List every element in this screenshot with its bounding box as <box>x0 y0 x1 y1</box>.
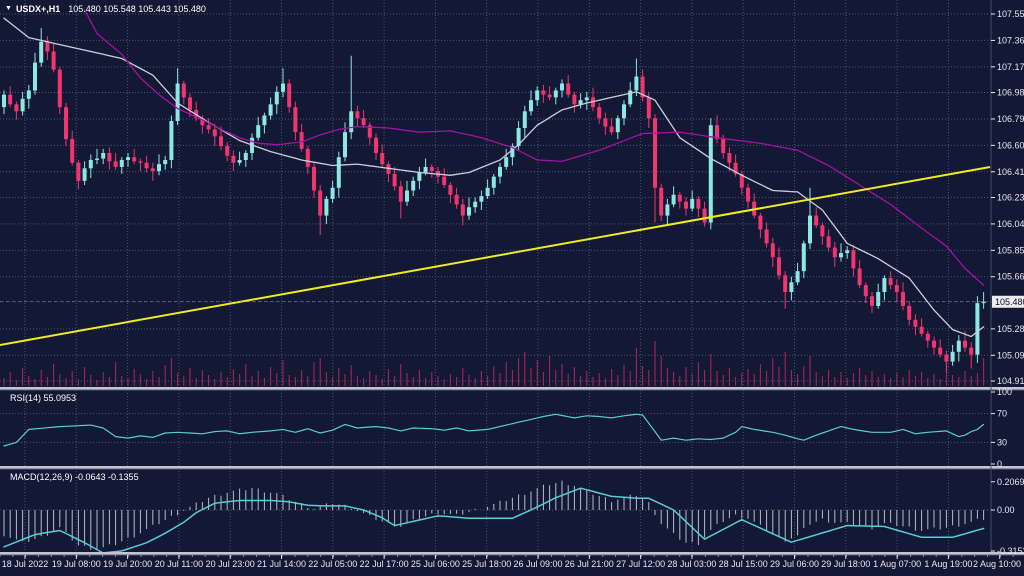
svg-text:27 Jul 12:00: 27 Jul 12:00 <box>616 559 665 569</box>
svg-text:106.605: 106.605 <box>997 140 1024 150</box>
svg-text:107.550: 107.550 <box>997 9 1024 19</box>
svg-text:105.095: 105.095 <box>997 350 1024 360</box>
svg-text:25 Jul 06:00: 25 Jul 06:00 <box>411 559 460 569</box>
svg-text:104.910: 104.910 <box>997 376 1024 386</box>
svg-text:105.480: 105.480 <box>995 297 1024 307</box>
chart-title-bar: ▼ USDX+,H1 105.480 105.548 105.443 105.480 <box>5 4 206 14</box>
macd-histogram <box>3 480 985 551</box>
svg-text:0.2069: 0.2069 <box>997 477 1024 487</box>
rsi-indicator-label: RSI(14) 55.0953 <box>10 393 77 403</box>
svg-text:29 Jul 18:00: 29 Jul 18:00 <box>821 559 870 569</box>
grid <box>0 0 991 552</box>
svg-text:19 Jul 20:00: 19 Jul 20:00 <box>103 559 152 569</box>
symbol-timeframe-label: USDX+,H1 <box>15 4 61 14</box>
price-axis[interactable]: 107.550 107.360 107.170 106.985 106.795 106.6… <box>990 0 1024 556</box>
svg-text:106.040: 106.040 <box>997 219 1024 229</box>
svg-text:107.170: 107.170 <box>997 62 1024 72</box>
trendline[interactable] <box>0 166 991 346</box>
svg-text:21 Jul 14:00: 21 Jul 14:00 <box>257 559 306 569</box>
ma-fast-line <box>3 17 985 338</box>
symbol-dropdown-icon[interactable]: ▼ <box>5 5 12 12</box>
svg-text:106.230: 106.230 <box>997 192 1024 202</box>
svg-text:100: 100 <box>997 387 1012 397</box>
svg-text:25 Jul 18:00: 25 Jul 18:00 <box>462 559 511 569</box>
svg-text:28 Jul 03:00: 28 Jul 03:00 <box>667 559 716 569</box>
macd-signal-line <box>3 487 985 554</box>
svg-text:29 Jul 06:00: 29 Jul 06:00 <box>770 559 819 569</box>
svg-text:105.285: 105.285 <box>997 324 1024 334</box>
candlesticks <box>2 27 986 373</box>
svg-text:18 Jul 2022: 18 Jul 2022 <box>2 559 49 569</box>
svg-text:0.00: 0.00 <box>997 505 1015 515</box>
panel-separators[interactable] <box>0 387 1024 556</box>
time-axis[interactable]: 18 Jul 2022 19 Jul 08:00 19 Jul 20:00 20 Ju… <box>0 555 1021 569</box>
svg-text:22 Jul 05:00: 22 Jul 05:00 <box>308 559 357 569</box>
ohlc-readout: 105.480 105.548 105.443 105.480 <box>68 4 206 14</box>
svg-text:19 Jul 08:00: 19 Jul 08:00 <box>52 559 101 569</box>
svg-text:107.360: 107.360 <box>997 35 1024 45</box>
svg-text:20 Jul 11:00: 20 Jul 11:00 <box>155 559 203 569</box>
svg-text:106.795: 106.795 <box>997 114 1024 124</box>
svg-text:105.660: 105.660 <box>997 272 1024 282</box>
svg-text:20 Jul 23:00: 20 Jul 23:00 <box>206 559 255 569</box>
svg-text:30: 30 <box>997 437 1007 447</box>
svg-text:1 Aug 07:00: 1 Aug 07:00 <box>873 559 921 569</box>
svg-text:26 Jul 09:00: 26 Jul 09:00 <box>513 559 562 569</box>
rsi-line <box>3 413 985 447</box>
svg-text:106.415: 106.415 <box>997 167 1024 177</box>
svg-text:0: 0 <box>997 459 1002 469</box>
svg-text:2 Aug 10:00: 2 Aug 10:00 <box>973 559 1021 569</box>
macd-indicator-label: MACD(12,26,9) -0.0643 -0.1355 <box>10 472 139 482</box>
svg-text:22 Jul 17:00: 22 Jul 17:00 <box>360 559 409 569</box>
svg-text:1 Aug 19:00: 1 Aug 19:00 <box>924 559 972 569</box>
volume-bars <box>3 341 985 386</box>
svg-text:-0.3153: -0.3153 <box>997 546 1024 556</box>
svg-text:70: 70 <box>997 409 1007 419</box>
svg-text:28 Jul 15:00: 28 Jul 15:00 <box>719 559 768 569</box>
ma-slow-line <box>83 9 985 286</box>
svg-text:105.850: 105.850 <box>997 245 1024 255</box>
svg-text:106.985: 106.985 <box>997 88 1024 98</box>
svg-text:26 Jul 21:00: 26 Jul 21:00 <box>565 559 614 569</box>
